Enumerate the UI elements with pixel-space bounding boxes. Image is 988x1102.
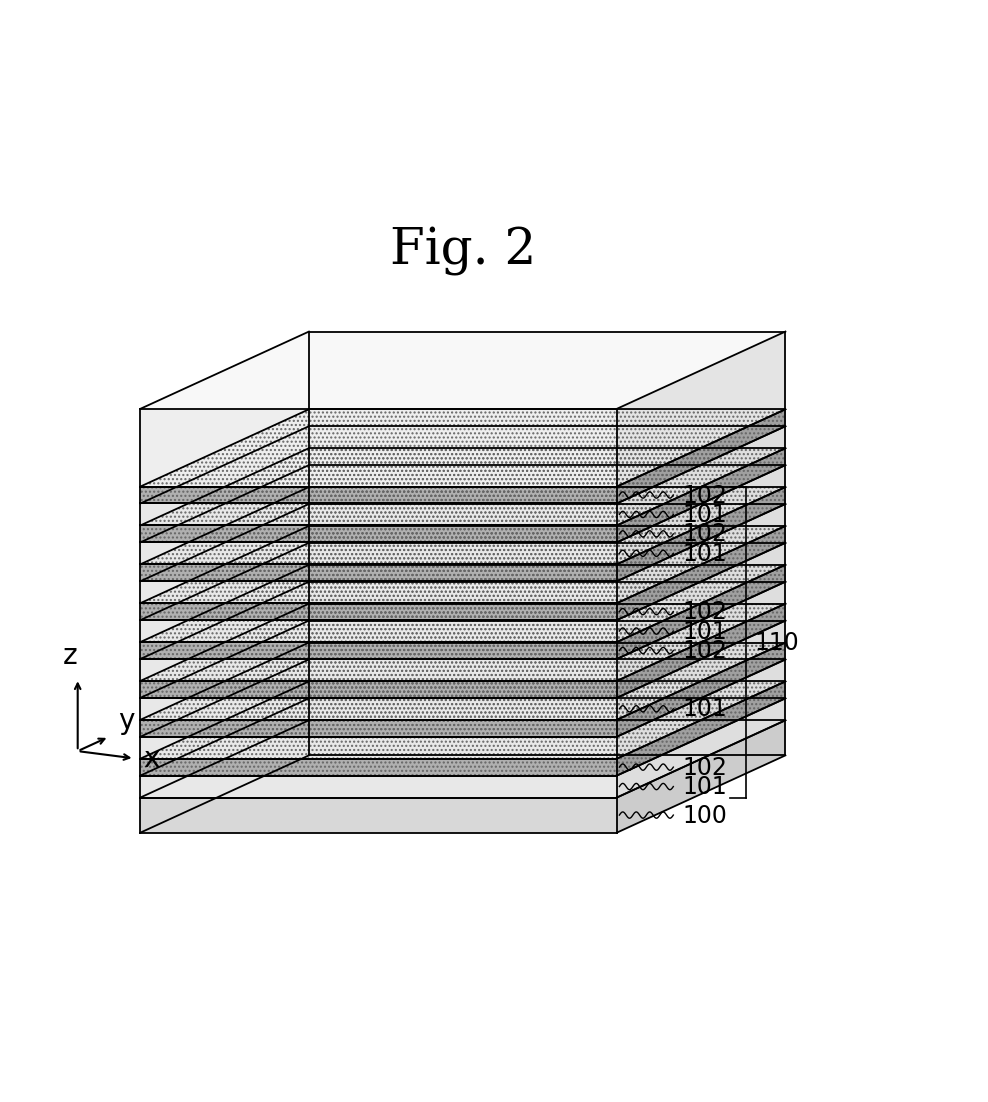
Polygon shape [140,542,617,564]
Polygon shape [617,682,785,776]
Polygon shape [617,526,785,620]
Polygon shape [617,410,785,504]
Polygon shape [140,720,617,737]
Polygon shape [140,426,785,504]
Polygon shape [140,620,617,642]
Polygon shape [140,659,617,681]
Polygon shape [140,737,617,759]
Text: 101: 101 [682,541,726,565]
Polygon shape [617,699,785,798]
Text: y: y [118,706,134,734]
Polygon shape [140,681,617,698]
Polygon shape [140,564,617,582]
Polygon shape [140,332,785,409]
Text: 102: 102 [682,522,726,547]
Polygon shape [617,721,785,833]
Polygon shape [140,409,617,487]
Polygon shape [140,698,617,720]
Polygon shape [140,582,617,604]
Polygon shape [617,620,785,720]
Polygon shape [140,682,785,759]
Polygon shape [140,721,785,798]
Polygon shape [617,465,785,564]
Polygon shape [140,642,617,659]
Polygon shape [140,642,785,720]
Text: z: z [63,641,77,670]
Polygon shape [617,604,785,698]
Polygon shape [617,543,785,642]
Polygon shape [617,582,785,681]
Polygon shape [140,776,617,798]
Polygon shape [140,565,785,642]
Polygon shape [140,465,785,542]
Text: 102: 102 [682,484,726,507]
Text: 100: 100 [682,803,726,828]
Polygon shape [140,759,617,776]
Polygon shape [617,660,785,759]
Polygon shape [140,410,785,487]
Text: 102: 102 [682,639,726,662]
Polygon shape [617,642,785,737]
Text: 110: 110 [755,630,799,655]
Polygon shape [140,604,617,620]
Text: 102: 102 [682,755,726,779]
Polygon shape [140,526,785,604]
Polygon shape [140,543,785,620]
Polygon shape [140,582,785,659]
Polygon shape [617,449,785,542]
Polygon shape [140,798,617,833]
Text: 101: 101 [682,503,726,527]
Text: 101: 101 [682,619,726,644]
Polygon shape [140,604,785,681]
Polygon shape [617,332,785,487]
Polygon shape [140,699,785,776]
Text: 101: 101 [682,696,726,721]
Polygon shape [140,526,617,542]
Polygon shape [140,504,617,526]
Polygon shape [617,426,785,526]
Text: Fig. 2: Fig. 2 [389,226,535,276]
Polygon shape [140,449,785,526]
Polygon shape [140,505,785,582]
Polygon shape [617,505,785,604]
Text: x: x [143,745,159,773]
Polygon shape [140,487,785,564]
Polygon shape [617,487,785,582]
Text: 101: 101 [682,775,726,799]
Polygon shape [617,565,785,659]
Polygon shape [140,660,785,737]
Polygon shape [140,620,785,698]
Polygon shape [140,487,617,504]
Text: 102: 102 [682,599,726,624]
